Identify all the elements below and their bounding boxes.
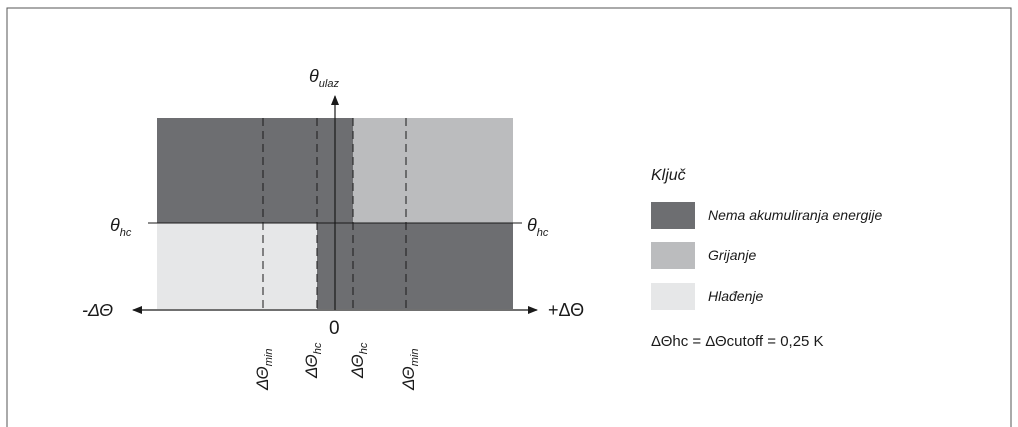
region-heating — [353, 118, 513, 223]
origin-label: 0 — [329, 318, 340, 339]
tick-label-min-right: ΔΘmin — [399, 349, 421, 391]
threshold-label-right: θhc — [527, 215, 549, 239]
legend-label-heating: Grijanje — [708, 247, 756, 263]
tick-label-hc-left: ΔΘhc — [302, 342, 324, 379]
tick-label-min-left: ΔΘmin — [253, 349, 275, 391]
figure-frame — [6, 7, 1012, 427]
legend-swatch-heating — [651, 242, 695, 269]
legend-swatch-cooling — [651, 283, 695, 310]
legend-swatch-no-storage — [651, 202, 695, 229]
legend-label-cooling: Hlađenje — [708, 288, 763, 304]
region-no-storage-top — [157, 118, 353, 223]
region-group — [157, 118, 513, 309]
dashed-lines — [262, 118, 407, 310]
region-no-storage-bottom — [317, 223, 513, 309]
x-axis-negative-label: -ΔΘ — [82, 300, 113, 320]
threshold-label-left: θhc — [110, 215, 132, 239]
tick-label-hc-right: ΔΘhc — [348, 342, 370, 379]
legend-note: ΔΘhc = ΔΘcutoff = 0,25 K — [651, 333, 824, 350]
legend: Ključ Nema akumuliranja energije Grijanj… — [651, 167, 883, 350]
region-cooling — [157, 223, 317, 309]
x-axis-positive-label: +ΔΘ — [548, 300, 584, 320]
legend-label-no-storage: Nema akumuliranja energije — [708, 207, 883, 223]
y-axis-label: θulaz — [309, 66, 339, 90]
legend-title: Ključ — [651, 167, 686, 184]
